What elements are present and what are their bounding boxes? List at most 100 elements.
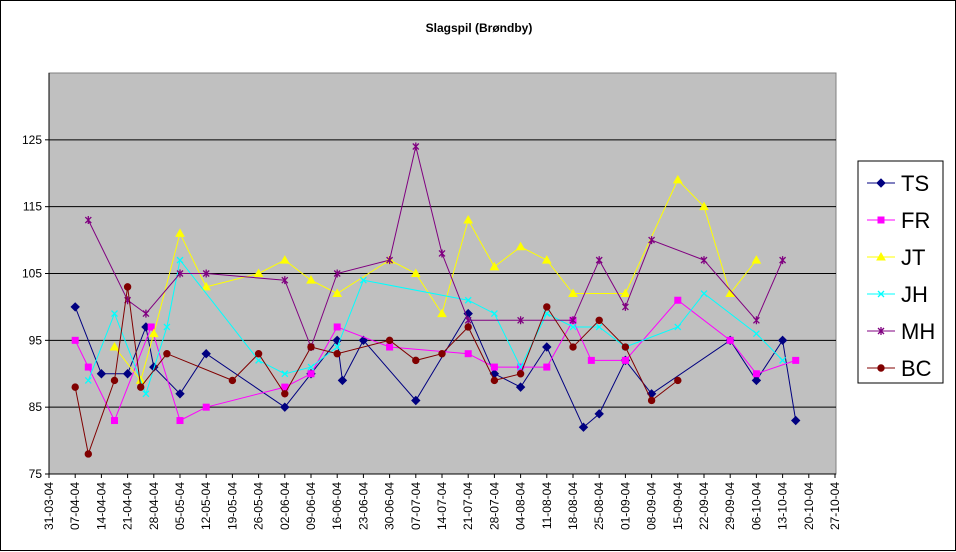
data-point xyxy=(752,316,760,325)
data-point xyxy=(228,376,237,385)
data-point xyxy=(202,269,210,278)
data-point xyxy=(332,288,343,298)
data-point xyxy=(542,342,552,352)
data-point xyxy=(463,215,474,224)
data-point xyxy=(163,323,171,331)
x-tick-label: 29-09-04 xyxy=(723,482,737,530)
data-point xyxy=(726,336,734,344)
y-tick-label: 115 xyxy=(23,200,42,214)
data-point xyxy=(142,309,150,318)
data-point xyxy=(176,269,184,278)
x-tick-label: 13-10-04 xyxy=(776,482,790,530)
x-tick-label: 04-08-04 xyxy=(514,482,528,530)
data-point xyxy=(751,255,762,264)
series-jt xyxy=(109,174,762,384)
data-point xyxy=(84,450,93,458)
data-point xyxy=(410,268,421,277)
data-point xyxy=(111,417,118,425)
x-tick-label: 18-08-04 xyxy=(566,482,580,530)
data-point xyxy=(71,383,79,391)
legend-box xyxy=(857,160,944,384)
data-point xyxy=(281,276,289,285)
data-point xyxy=(595,316,603,324)
data-point xyxy=(70,302,80,312)
x-tick-label: 21-07-04 xyxy=(461,482,475,530)
data-point xyxy=(490,310,498,318)
x-tick-label: 08-09-04 xyxy=(645,482,659,530)
x-tick-label: 14-04-04 xyxy=(94,482,108,530)
legend-label: JH xyxy=(901,282,928,307)
data-point xyxy=(307,370,315,378)
data-point xyxy=(541,255,552,264)
x-tick-label: 11-08-04 xyxy=(540,482,554,529)
data-point xyxy=(359,276,367,284)
x-tick-label: 12-05-04 xyxy=(199,482,213,530)
series-bc xyxy=(71,283,682,458)
x-tick-label: 05-05-04 xyxy=(173,482,187,530)
data-point xyxy=(280,402,290,412)
legend-entry-fr: FR xyxy=(867,208,930,233)
data-point xyxy=(255,356,263,364)
data-point xyxy=(438,350,446,358)
data-point xyxy=(569,323,577,331)
legend-marker xyxy=(877,327,885,335)
axes: 75 85 95 105 115 125 31-03-04 07-04-04 14-04-04 2… xyxy=(22,73,842,530)
y-tick-label: 95 xyxy=(29,333,43,347)
data-point xyxy=(147,323,155,331)
data-point xyxy=(672,174,683,184)
data-point xyxy=(790,415,801,426)
legend-entry-mh: MH xyxy=(867,319,935,344)
legend-entry-jt: JT xyxy=(867,245,925,270)
data-point xyxy=(254,350,263,358)
y-tick-label: 125 xyxy=(22,133,42,147)
data-point xyxy=(792,356,800,364)
data-point xyxy=(578,422,589,432)
data-point xyxy=(385,336,394,345)
data-point xyxy=(306,275,316,284)
data-point xyxy=(175,228,185,237)
data-point xyxy=(176,417,184,425)
data-point xyxy=(411,395,421,406)
data-point xyxy=(587,356,595,364)
x-tick-label: 21-04-04 xyxy=(121,482,135,530)
legend-label: BC xyxy=(901,356,932,381)
y-tick-label: 105 xyxy=(22,267,42,281)
x-tick-label: 16-06-04 xyxy=(330,482,344,530)
data-point xyxy=(358,335,369,346)
x-tick-label: 01-09-04 xyxy=(618,482,632,530)
data-point xyxy=(281,390,289,398)
x-tick-label: 22-09-04 xyxy=(697,482,711,530)
data-point xyxy=(515,382,526,392)
series-lines xyxy=(70,142,801,458)
series-jh xyxy=(84,256,787,398)
data-point xyxy=(201,348,211,359)
data-point xyxy=(163,350,171,358)
data-point xyxy=(752,330,760,338)
data-point xyxy=(281,370,289,378)
data-point xyxy=(543,303,551,311)
data-point xyxy=(490,376,499,385)
legend-entry-ts: TS xyxy=(867,171,929,196)
data-point xyxy=(595,256,603,265)
data-point xyxy=(307,343,315,351)
data-point xyxy=(490,363,498,371)
data-point xyxy=(751,375,762,386)
legend-label: TS xyxy=(901,171,929,196)
data-point xyxy=(674,323,682,331)
data-point xyxy=(279,255,290,264)
data-point xyxy=(386,343,394,351)
x-tick-label: 28-07-04 xyxy=(487,482,501,530)
legend-entry-bc: BC xyxy=(867,356,932,381)
data-point xyxy=(438,249,446,258)
data-point xyxy=(337,375,348,386)
series-fr xyxy=(71,296,800,425)
x-tick-label: 30-06-04 xyxy=(383,482,397,530)
data-point xyxy=(779,356,787,364)
data-point xyxy=(648,236,656,245)
legend-marker xyxy=(877,216,885,224)
data-point xyxy=(752,370,760,378)
x-tick-label: 06-10-04 xyxy=(749,482,763,530)
y-tick-label: 75 xyxy=(29,467,43,481)
data-point xyxy=(307,363,315,371)
